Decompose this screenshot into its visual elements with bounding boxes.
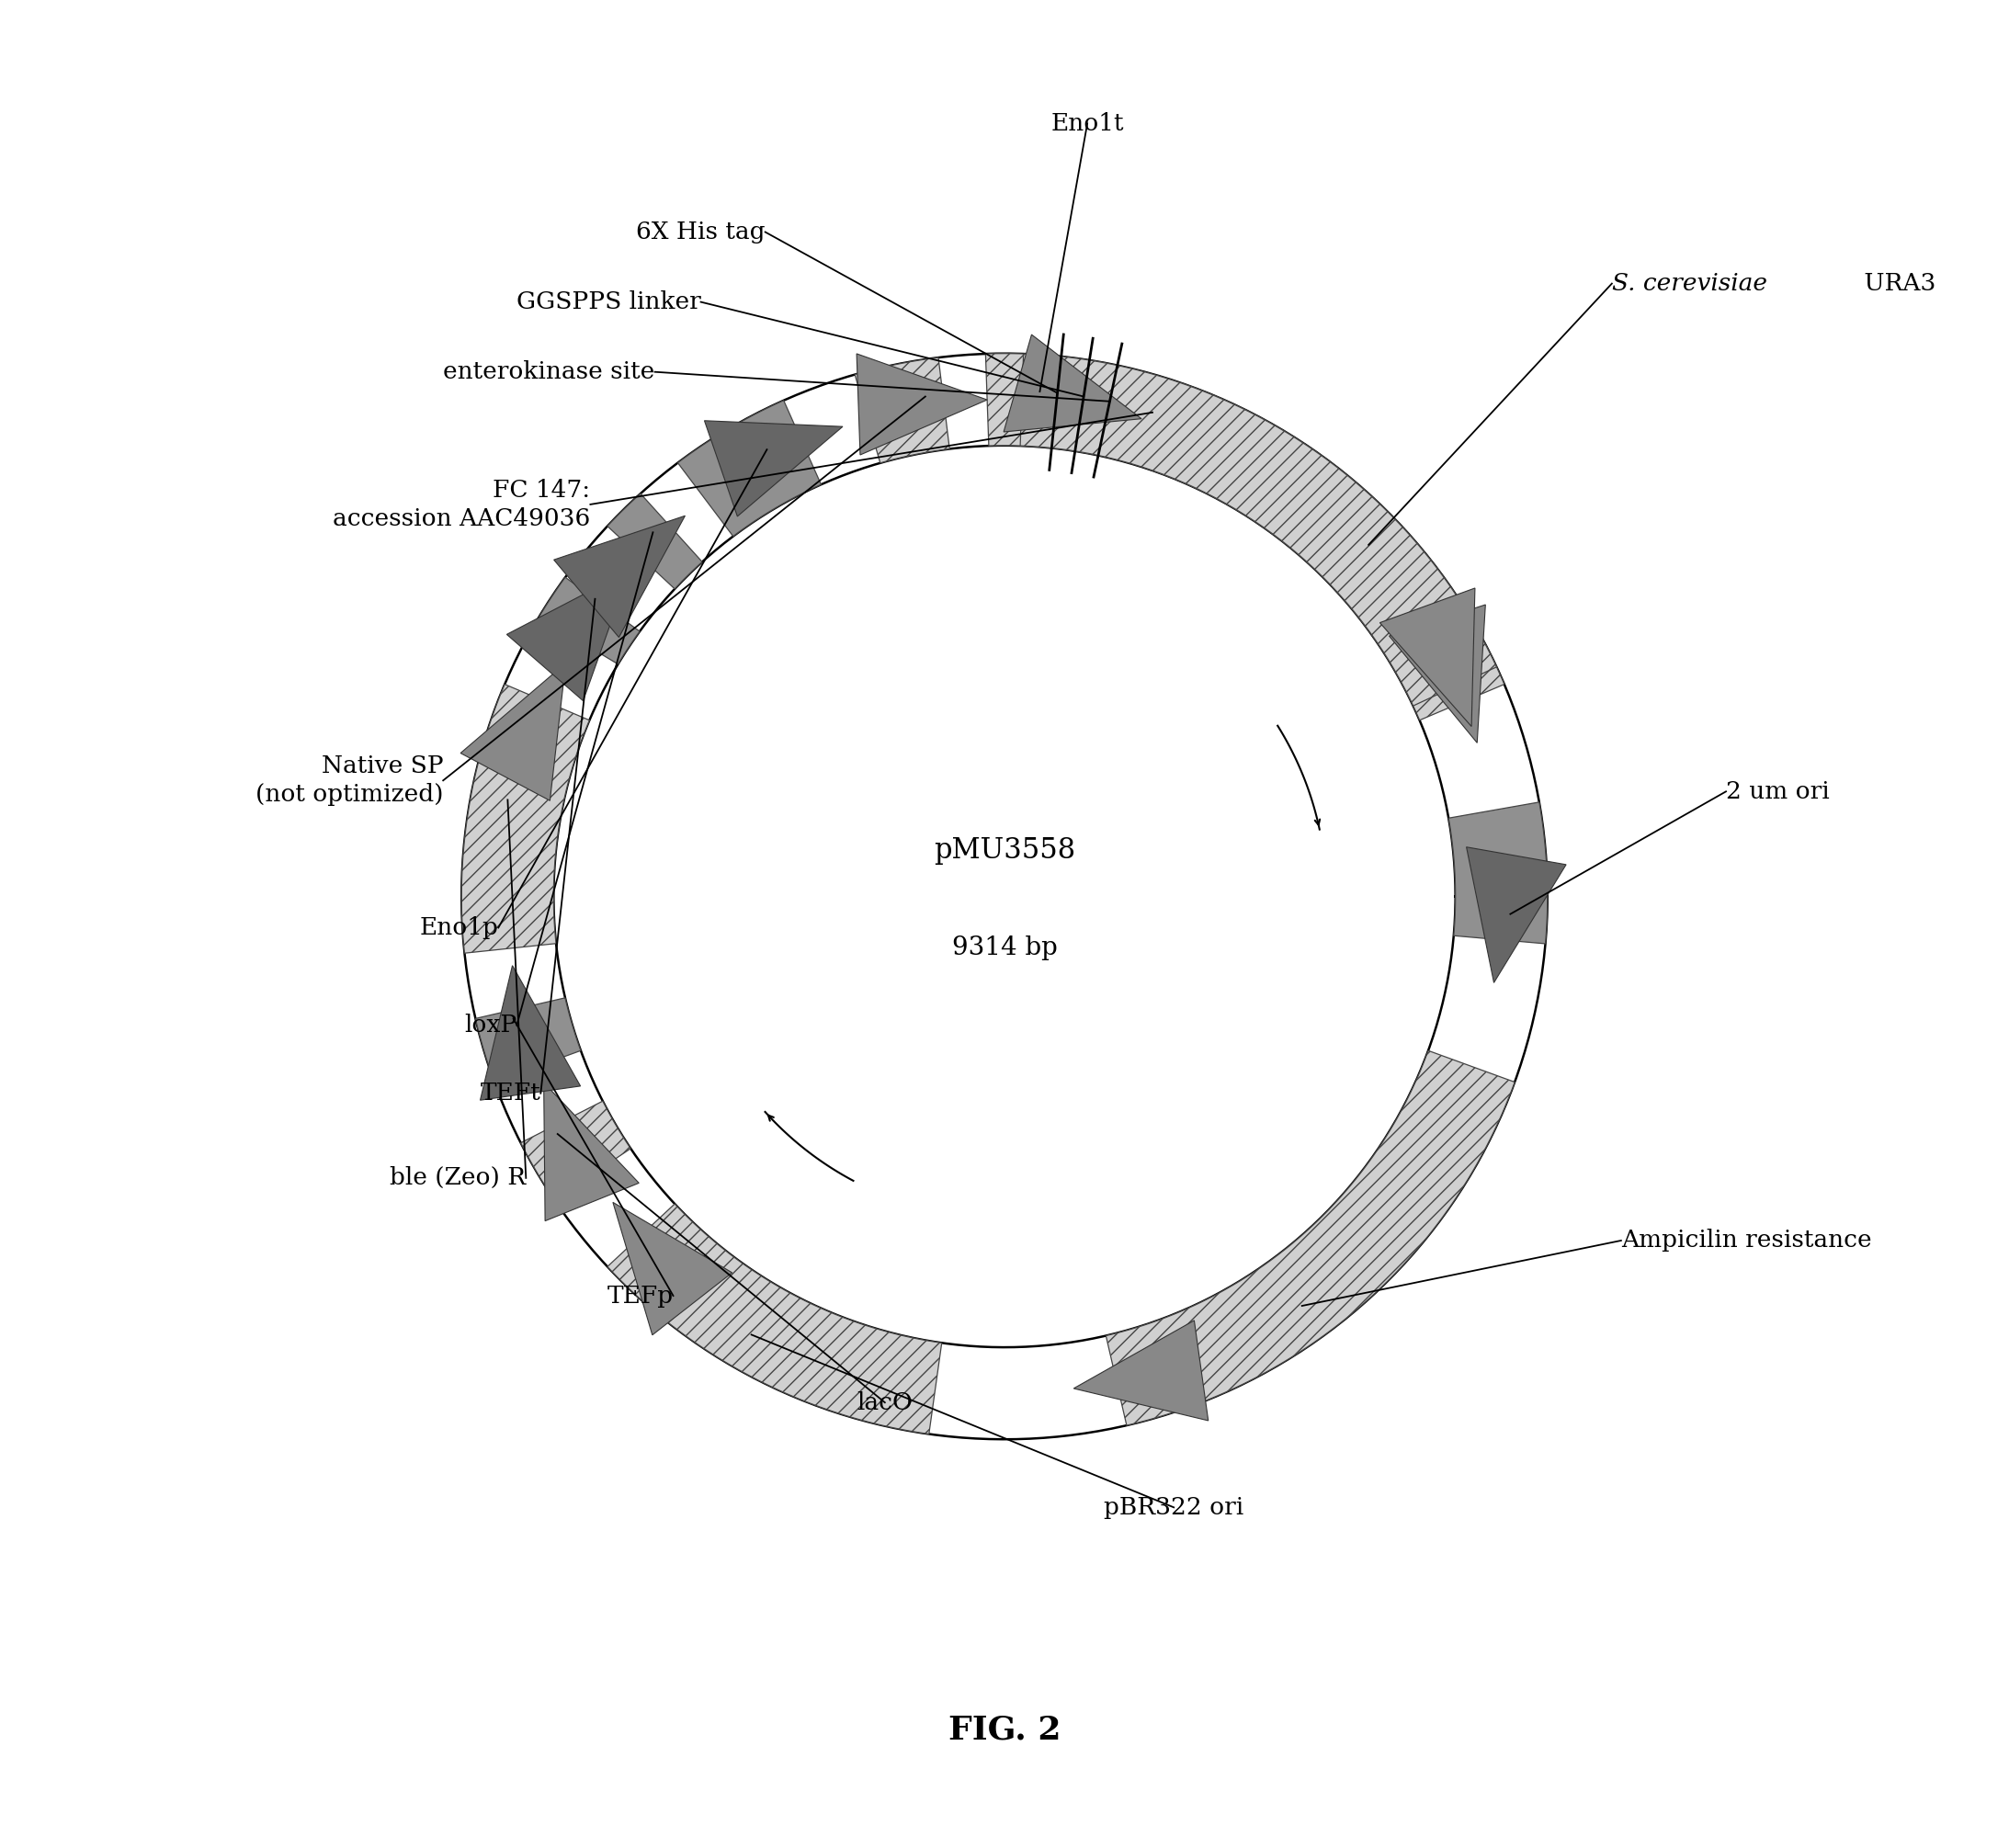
Text: FC 147:
accession AAC49036: FC 147: accession AAC49036: [333, 479, 591, 530]
Polygon shape: [1004, 334, 1141, 432]
Polygon shape: [462, 684, 589, 954]
Text: Native SP
(not optimized): Native SP (not optimized): [255, 754, 444, 806]
Text: TEFp: TEFp: [607, 1284, 673, 1307]
Text: enterokinase site: enterokinase site: [444, 360, 655, 383]
Polygon shape: [506, 571, 629, 700]
Polygon shape: [986, 353, 1109, 455]
Polygon shape: [538, 577, 639, 663]
Text: Eno1p: Eno1p: [420, 917, 498, 939]
Text: URA3: URA3: [1856, 272, 1937, 296]
Polygon shape: [1073, 1321, 1207, 1421]
Polygon shape: [544, 1083, 639, 1222]
Text: FIG. 2: FIG. 2: [948, 1715, 1061, 1746]
Text: 6X His tag: 6X His tag: [637, 220, 765, 244]
Polygon shape: [856, 357, 950, 464]
Text: S. cerevisiae: S. cerevisiae: [1611, 272, 1768, 296]
Polygon shape: [480, 965, 581, 1100]
Polygon shape: [460, 663, 567, 800]
Text: pBR322 ori: pBR322 ori: [1103, 1495, 1244, 1519]
Polygon shape: [677, 401, 822, 536]
Polygon shape: [613, 1203, 731, 1334]
Text: TEFt: TEFt: [480, 1081, 540, 1105]
Text: pMU3558: pMU3558: [934, 835, 1075, 865]
Polygon shape: [856, 353, 986, 455]
Polygon shape: [607, 493, 703, 590]
Text: GGSPPS linker: GGSPPS linker: [516, 290, 701, 314]
Polygon shape: [476, 998, 581, 1083]
Text: 9314 bp: 9314 bp: [952, 935, 1057, 961]
Polygon shape: [1105, 1052, 1515, 1425]
Polygon shape: [607, 1203, 942, 1434]
Polygon shape: [1021, 353, 1497, 706]
Polygon shape: [554, 516, 685, 638]
Polygon shape: [1151, 383, 1505, 721]
Text: Eno1t: Eno1t: [1051, 113, 1123, 135]
Polygon shape: [1388, 604, 1485, 743]
Text: loxP: loxP: [464, 1015, 516, 1037]
Polygon shape: [1448, 802, 1547, 944]
Polygon shape: [520, 1101, 631, 1199]
Text: Ampicilin resistance: Ampicilin resistance: [1621, 1229, 1872, 1253]
Polygon shape: [1380, 588, 1475, 726]
Text: 2 um ori: 2 um ori: [1726, 780, 1830, 804]
Polygon shape: [1467, 846, 1567, 983]
Text: ble (Zeo) R: ble (Zeo) R: [390, 1166, 526, 1190]
Text: lacO: lacO: [858, 1392, 912, 1414]
Polygon shape: [705, 421, 842, 516]
